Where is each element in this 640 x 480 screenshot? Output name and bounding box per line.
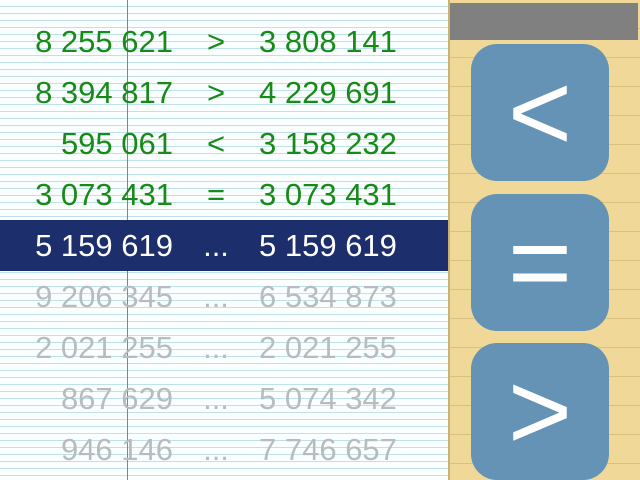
left-number: 2 021 255 bbox=[35, 330, 173, 365]
greater-than-button[interactable]: > bbox=[471, 343, 609, 480]
comparison-operator: > bbox=[206, 75, 226, 110]
comparison-row: 946 146 ... 7 746 657 bbox=[0, 424, 448, 475]
right-number: 6 534 873 bbox=[259, 279, 397, 314]
left-number: 3 073 431 bbox=[35, 177, 173, 212]
pending-operator: ... bbox=[203, 279, 229, 314]
comparison-operator: = bbox=[206, 177, 226, 212]
right-number: 5 074 342 bbox=[259, 381, 397, 416]
comparison-operator: > bbox=[206, 24, 226, 59]
left-number: 8 394 817 bbox=[35, 75, 173, 110]
comparison-operator: < bbox=[206, 126, 226, 161]
pending-operator: ... bbox=[203, 381, 229, 416]
comparison-row: 867 629 ... 5 074 342 bbox=[0, 373, 448, 424]
comparison-row: 595 061 < 3 158 232 bbox=[0, 118, 448, 169]
right-number: 5 159 619 bbox=[259, 228, 397, 263]
pending-operator: ... bbox=[203, 432, 229, 467]
right-number: 2 021 255 bbox=[259, 330, 397, 365]
comparison-row: 3 073 431 = 3 073 431 bbox=[0, 169, 448, 220]
left-number: 867 629 bbox=[60, 381, 173, 416]
current-comparison-row: 5 159 619 ... 5 159 619 bbox=[0, 220, 448, 271]
top-status-bar bbox=[450, 3, 638, 40]
right-number: 3 808 141 bbox=[259, 24, 397, 59]
right-number: 7 746 657 bbox=[259, 432, 397, 467]
comparison-row: 8 394 817 > 4 229 691 bbox=[0, 67, 448, 118]
pending-operator: ... bbox=[203, 228, 229, 263]
right-number: 3 073 431 bbox=[259, 177, 397, 212]
left-number: 595 061 bbox=[60, 126, 173, 161]
less-than-button[interactable]: < bbox=[471, 44, 609, 181]
right-number: 3 158 232 bbox=[259, 126, 397, 161]
comparison-row: 2 021 255 ... 2 021 255 bbox=[0, 322, 448, 373]
equal-button[interactable]: = bbox=[471, 194, 609, 331]
left-number: 946 146 bbox=[60, 432, 173, 467]
comparison-row: 9 206 345 ... 6 534 873 bbox=[0, 271, 448, 322]
pending-operator: ... bbox=[203, 330, 229, 365]
comparison-row: 8 255 621 > 3 808 141 bbox=[0, 16, 448, 67]
left-number: 5 159 619 bbox=[35, 228, 173, 263]
notebook-paper: 8 255 621 > 3 808 141 8 394 817 > 4 229 … bbox=[0, 0, 448, 480]
right-number: 4 229 691 bbox=[259, 75, 397, 110]
left-number: 8 255 621 bbox=[35, 24, 173, 59]
left-number: 9 206 345 bbox=[35, 279, 173, 314]
